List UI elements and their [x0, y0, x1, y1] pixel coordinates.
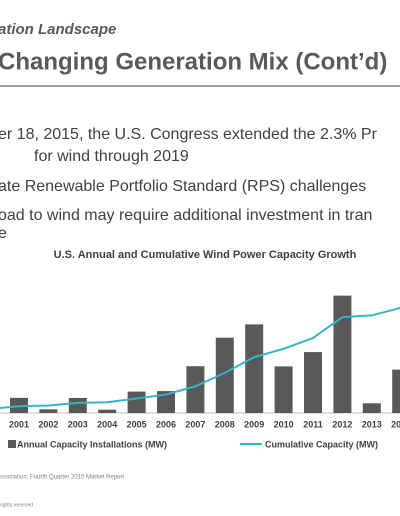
- bar: [98, 409, 117, 413]
- x-tick-label: 2005: [127, 419, 147, 429]
- chart-title: U.S. Annual and Cumulative Wind Power Ca…: [54, 249, 357, 261]
- bullet: oad to wind may require additional inves…: [0, 207, 372, 224]
- x-tick-label: 2006: [156, 419, 176, 429]
- bar: [333, 295, 352, 413]
- legend-label: Annual Capacity Installations (MW): [17, 439, 167, 449]
- bar: [39, 409, 58, 413]
- x-tick-label: 2004: [97, 419, 117, 429]
- bar: [157, 391, 175, 413]
- source: ssociation, Fourth Quarter 2015 Market R…: [0, 475, 124, 481]
- x-tick-label: 2012: [332, 419, 352, 429]
- x-tick-label: 2010: [274, 419, 294, 429]
- bar: [304, 352, 322, 413]
- bar: [362, 403, 381, 413]
- x-tick-label: 2011: [303, 419, 323, 429]
- line: [0, 306, 400, 409]
- rights: rights reserved: [0, 502, 33, 508]
- bar: [68, 397, 87, 413]
- bullet: ate Renewable Portfolio Standard (RPS) c…: [0, 178, 366, 195]
- bullet: er 18, 2015, the U.S. Congress extended …: [0, 126, 378, 143]
- x-tick-label: 2014: [391, 419, 400, 429]
- bullet: for wind through 2019: [34, 148, 189, 165]
- slide-title: Changing Generation Mix (Cont’d): [0, 48, 387, 75]
- x-tick-label: 2002: [38, 419, 58, 429]
- x-tick-label: 2009: [244, 419, 264, 429]
- x-tick-label: 2001: [9, 419, 29, 429]
- x-tick-label: 2007: [185, 419, 205, 429]
- section-label: ation Landscape: [0, 21, 116, 38]
- x-tick-label: 2013: [362, 419, 382, 429]
- x-tick-label: 2003: [68, 419, 88, 429]
- bar: [274, 366, 293, 413]
- bar: [245, 324, 264, 413]
- bullet: e: [0, 225, 7, 242]
- bar: [186, 366, 205, 413]
- x-tick-label: 2008: [215, 419, 235, 429]
- legend-swatch: [8, 440, 16, 448]
- bar: [215, 337, 234, 413]
- bar: [392, 369, 400, 413]
- bar: [127, 391, 146, 413]
- legend-label: Cumulative Capacity (MW): [265, 439, 378, 449]
